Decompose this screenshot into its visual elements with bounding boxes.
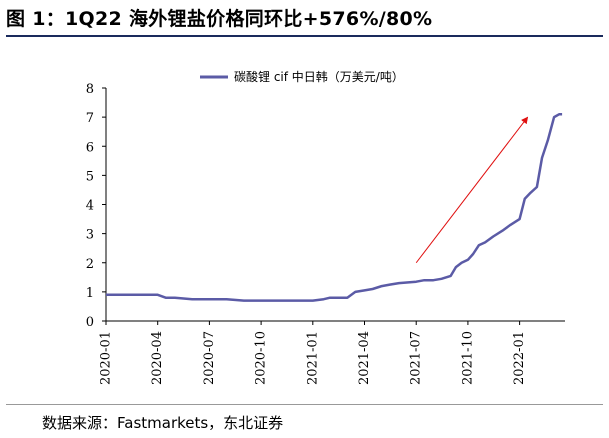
y-tick-label: 5 bbox=[86, 169, 94, 184]
y-axis: 0 1 2 3 4 5 6 7 8 bbox=[86, 82, 106, 330]
x-tick-label: 2020-10 bbox=[254, 331, 269, 385]
series-layer bbox=[106, 112, 563, 302]
x-tick-label: 2021-04 bbox=[357, 331, 372, 385]
x-tick-label: 2021-07 bbox=[409, 331, 424, 385]
x-tick-label: 2020-07 bbox=[202, 331, 217, 385]
y-tick-label: 6 bbox=[86, 140, 94, 155]
y-tick-label: 2 bbox=[86, 257, 94, 272]
y-tick-label: 0 bbox=[86, 315, 94, 330]
legend-label: 碳酸锂 cif 中日韩（万美元/吨） bbox=[234, 69, 404, 84]
x-tick-label: 2022-01 bbox=[512, 331, 527, 385]
series-line bbox=[106, 112, 563, 302]
source-rule bbox=[6, 404, 603, 405]
source-note: 数据来源：Fastmarkets，东北证券 bbox=[42, 414, 284, 432]
x-tick-label: 2021-01 bbox=[305, 331, 320, 385]
y-tick-label: 1 bbox=[86, 286, 94, 301]
title-rule bbox=[6, 35, 603, 37]
y-tick-label: 3 bbox=[86, 228, 94, 243]
y-tick-label: 4 bbox=[86, 199, 94, 214]
y-tick-label: 8 bbox=[86, 82, 94, 97]
axes bbox=[105, 88, 565, 322]
x-tick-label: 2020-01 bbox=[99, 331, 114, 385]
annotation-layer bbox=[415, 116, 529, 264]
x-tick-label: 2021-10 bbox=[460, 331, 475, 385]
legend: 碳酸锂 cif 中日韩（万美元/吨） bbox=[200, 69, 404, 84]
x-axis: 2020-01 2020-04 2020-07 2020-10 2021-01 2021-… bbox=[99, 321, 527, 385]
y-tick-label: 7 bbox=[86, 111, 94, 126]
figure-title: 图 1：1Q22 海外锂盐价格同环比+576%/80% bbox=[6, 8, 433, 30]
trend-arrow bbox=[415, 116, 529, 264]
x-tick-label: 2020-04 bbox=[150, 331, 165, 385]
